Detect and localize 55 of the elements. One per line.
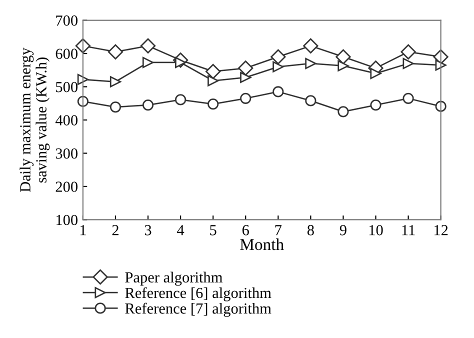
y-tick-label: 500 [56,82,78,92]
point [108,44,124,60]
y-tick-label: 700 [56,15,78,26]
point [272,61,284,72]
legend-label: Reference [6] algorithm [125,287,272,302]
point [110,76,122,88]
point [140,38,156,54]
point [303,38,318,54]
y-tick-label: 600 [56,48,78,59]
x-tick-label: 3 [144,225,152,236]
y-axis-title: Daily maximum energy saving value (KW.h) [20,48,50,192]
x-tick-label: 2 [112,225,118,236]
point [305,95,316,106]
point [208,75,219,86]
point [110,101,122,113]
point [402,58,414,70]
x-tick-label: 11 [402,225,415,236]
point [238,60,254,76]
point [435,60,446,71]
point [240,92,252,104]
point [206,64,221,80]
x-tick-label: 7 [275,225,282,236]
y-tick-label: 400 [55,115,78,126]
point [142,99,154,111]
x-axis-title: Month [240,238,284,250]
point [142,56,154,68]
point [77,96,89,107]
x-tick-label: 4 [177,225,184,236]
x-tick-label: 9 [340,225,346,236]
x-tick-label: 5 [210,225,216,236]
point [270,49,286,64]
legend-label: Paper algorithm [125,272,222,286]
point [208,98,219,110]
x-tick-label: 10 [369,225,383,236]
legend-label: Reference [7] algorithm [125,302,272,317]
y-tick-label: 200 [56,182,78,192]
point [370,99,382,111]
point [174,94,186,106]
point [402,92,414,104]
x-tick-label: 12 [434,225,448,236]
y-tick-label: 300 [56,148,78,159]
x-tick-label: 6 [242,225,249,236]
x-tick-label: 1 [80,225,86,236]
point [336,49,351,64]
point [370,68,382,80]
x-tick-label: 8 [307,225,314,236]
point [272,86,284,98]
point [400,44,416,60]
point [338,60,349,72]
point [240,72,252,84]
point [338,106,349,118]
y-tick-label: 100 [56,214,78,226]
point [305,58,316,70]
point [77,74,89,85]
point [435,100,446,112]
